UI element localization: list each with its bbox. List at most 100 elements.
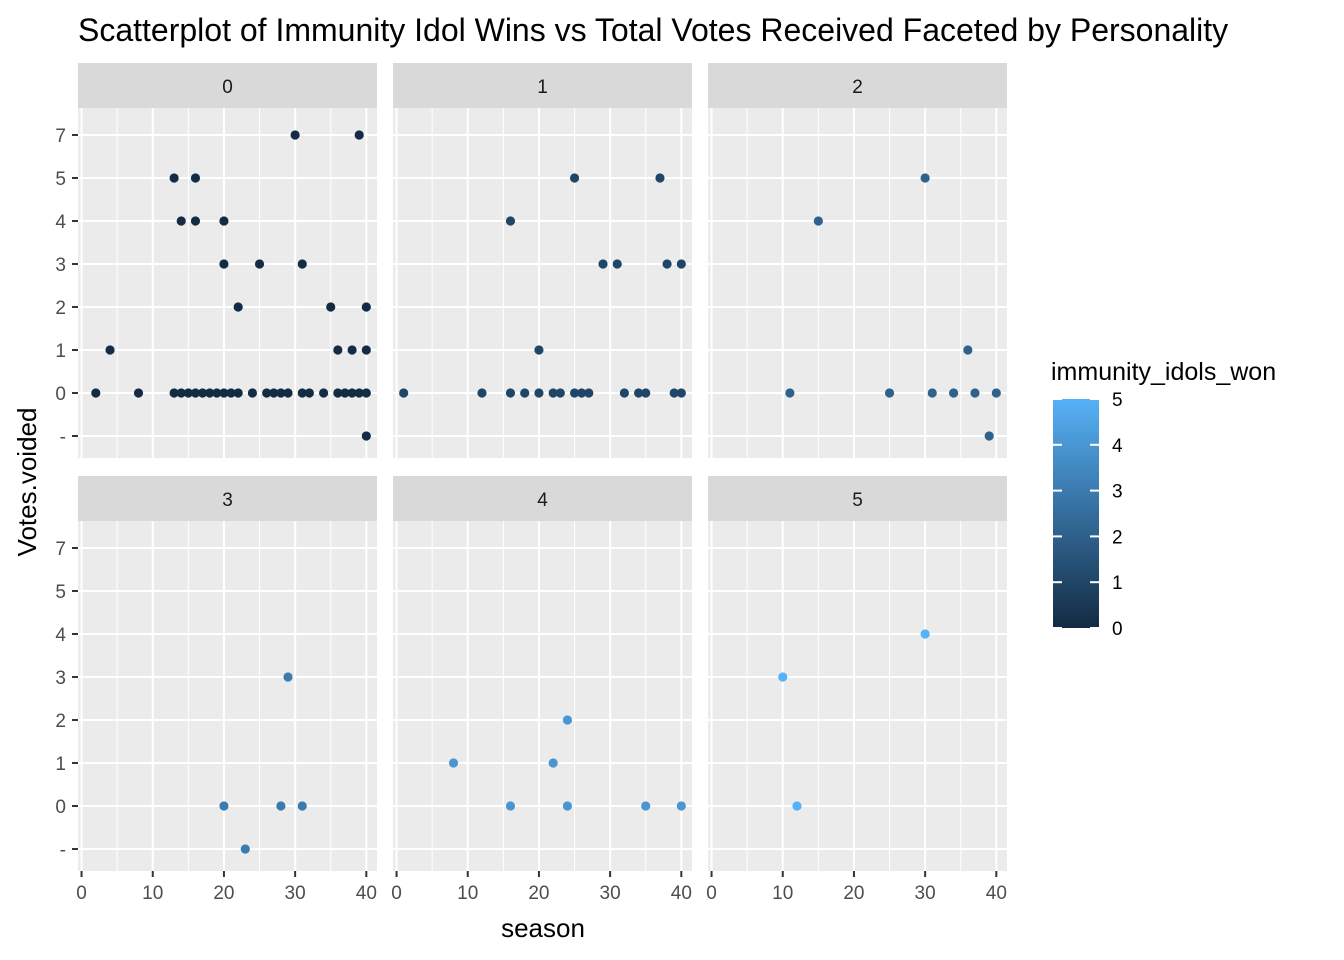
data-point: [333, 388, 343, 398]
facet-strip-label: 1: [537, 77, 548, 98]
data-point: [548, 388, 558, 398]
facet-strip-label: 2: [852, 77, 863, 98]
data-point: [641, 801, 651, 811]
data-point: [505, 216, 516, 226]
data-point: [569, 388, 580, 398]
data-point: [197, 388, 208, 398]
data-point: [283, 672, 293, 682]
facet-strip: [78, 476, 377, 521]
data-point: [399, 388, 409, 398]
data-point: [655, 173, 665, 183]
data-point: [361, 388, 371, 398]
data-point: [598, 259, 608, 269]
data-point: [920, 629, 930, 639]
data-point: [276, 388, 286, 398]
x-tick-label: 40: [356, 883, 377, 904]
y-tick-label: 0: [55, 384, 66, 405]
facet-strip-label: 4: [537, 490, 548, 511]
data-point: [662, 259, 672, 269]
x-tick-label: 30: [285, 883, 306, 904]
y-tick-label: 7: [55, 126, 66, 147]
data-point: [927, 388, 937, 398]
data-point: [219, 259, 229, 269]
chart-title: Scatterplot of Immunity Idol Wins vs Tot…: [78, 12, 1228, 48]
data-point: [676, 259, 686, 269]
data-point: [233, 302, 243, 312]
data-point: [133, 388, 144, 398]
x-tick-label: 20: [843, 883, 864, 904]
panel-background: [78, 521, 377, 871]
data-point: [477, 388, 487, 398]
data-point: [577, 388, 587, 398]
panel-background: [708, 108, 1007, 458]
data-point: [190, 388, 201, 398]
data-point: [562, 801, 573, 811]
legend-tick-label: 0: [1112, 619, 1123, 640]
data-point: [792, 801, 802, 811]
data-point: [183, 388, 193, 398]
facet-panel-3: 3 - 0 1 2 3 4 5 7 0 10 20 30 40: [55, 476, 377, 904]
data-point: [676, 801, 686, 811]
data-point: [240, 844, 250, 854]
data-point: [354, 130, 364, 140]
data-point: [920, 173, 930, 183]
data-point: [283, 388, 293, 398]
data-point: [176, 388, 186, 398]
data-point: [991, 388, 1001, 398]
data-point: [569, 173, 580, 183]
data-point: [361, 345, 371, 355]
facet-panel-1: 1: [393, 63, 692, 458]
data-point: [347, 388, 357, 398]
data-point: [190, 173, 201, 183]
data-point: [347, 345, 357, 355]
facet-strip: [393, 63, 692, 108]
data-point: [219, 216, 229, 226]
panel-background: [708, 521, 1007, 871]
data-point: [226, 388, 236, 398]
data-point: [361, 302, 371, 312]
data-point: [778, 672, 788, 682]
legend-ticks: 0 1 2 3 4 5: [1053, 390, 1123, 640]
y-tick-label: 2: [55, 298, 66, 319]
data-point: [319, 388, 329, 398]
data-point: [813, 216, 823, 226]
y-tick-label: 4: [55, 212, 66, 233]
x-tick-label: 30: [915, 883, 936, 904]
y-tick-label: 2: [55, 711, 66, 732]
y-axis-title: Votes.voided: [12, 408, 42, 557]
data-point: [785, 388, 795, 398]
facet-strip: [78, 63, 377, 108]
x-tick-label: 20: [528, 883, 549, 904]
data-point: [970, 388, 980, 398]
data-point: [212, 388, 222, 398]
data-point: [219, 388, 229, 398]
data-point: [169, 388, 179, 398]
data-point: [290, 130, 300, 140]
facet-strip: [393, 476, 692, 521]
data-point: [562, 715, 573, 725]
data-point: [619, 388, 629, 398]
panel-background: [78, 108, 377, 458]
facet-strip: [708, 476, 1007, 521]
facet-panel-5: 5 0 10 20 30 40: [706, 476, 1007, 904]
data-point: [676, 388, 686, 398]
facet-strip: [708, 63, 1007, 108]
y-tick-label: 5: [55, 582, 66, 603]
data-point: [984, 431, 994, 441]
data-point: [584, 388, 594, 398]
data-point: [247, 388, 258, 398]
panel-background: [393, 521, 692, 871]
y-tick-label: 3: [55, 668, 66, 689]
legend-tick-label: 2: [1112, 527, 1123, 548]
x-tick-label: 30: [600, 883, 621, 904]
x-axis-title: season: [501, 913, 585, 943]
data-point: [555, 388, 565, 398]
data-point: [548, 758, 558, 768]
data-point: [641, 388, 651, 398]
facet-panel-2: 2: [708, 63, 1007, 458]
x-tick-label: 40: [671, 883, 692, 904]
y-tick-label: 4: [55, 625, 66, 646]
legend-colorbar: [1053, 399, 1099, 628]
facet-strip-label: 3: [222, 490, 233, 511]
